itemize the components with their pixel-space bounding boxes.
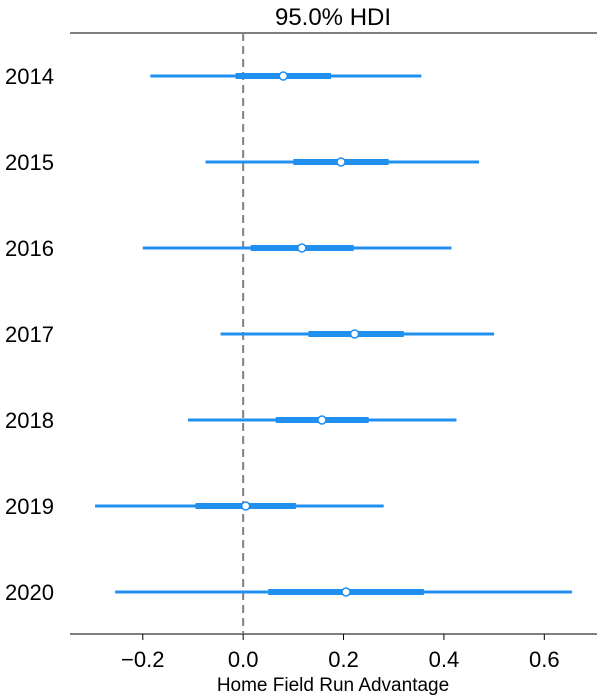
- row-label: 2017: [5, 322, 54, 347]
- mean-marker: [240, 501, 251, 511]
- row-2014: 2014: [5, 64, 422, 89]
- x-tick-label: 0.0: [228, 647, 259, 672]
- mean-marker: [336, 157, 346, 167]
- row-2018: 2018: [5, 408, 457, 433]
- x-axis-label: Home Field Run Advantage: [217, 675, 449, 696]
- mean-marker: [278, 71, 289, 81]
- row-2017: 2017: [5, 322, 495, 347]
- interval-rows: 2014 2015 2016 2017 2018 2019 2020: [5, 64, 572, 605]
- row-2015: 2015: [5, 150, 480, 175]
- x-axis-ticks: −0.2 0.0 0.2 0.4 0.6: [121, 634, 560, 672]
- row-label: 2019: [5, 494, 54, 519]
- row-label: 2016: [5, 236, 54, 261]
- chart-title: 95.0% HDI: [275, 4, 391, 31]
- x-tick-label: 0.2: [328, 647, 359, 672]
- mean-marker: [297, 243, 307, 253]
- x-tick-label: 0.4: [429, 647, 460, 672]
- mean-marker: [349, 329, 360, 339]
- row-label: 2014: [5, 64, 54, 89]
- mean-marker: [341, 587, 351, 597]
- row-label: 2018: [5, 408, 54, 433]
- row-2020: 2020: [5, 580, 572, 605]
- row-label: 2020: [5, 580, 54, 605]
- mean-marker: [317, 415, 327, 425]
- row-2016: 2016: [5, 236, 452, 261]
- row-2019: 2019: [5, 494, 384, 519]
- row-label: 2015: [5, 150, 54, 175]
- x-tick-label: 0.6: [529, 647, 560, 672]
- x-tick-label: −0.2: [121, 647, 164, 672]
